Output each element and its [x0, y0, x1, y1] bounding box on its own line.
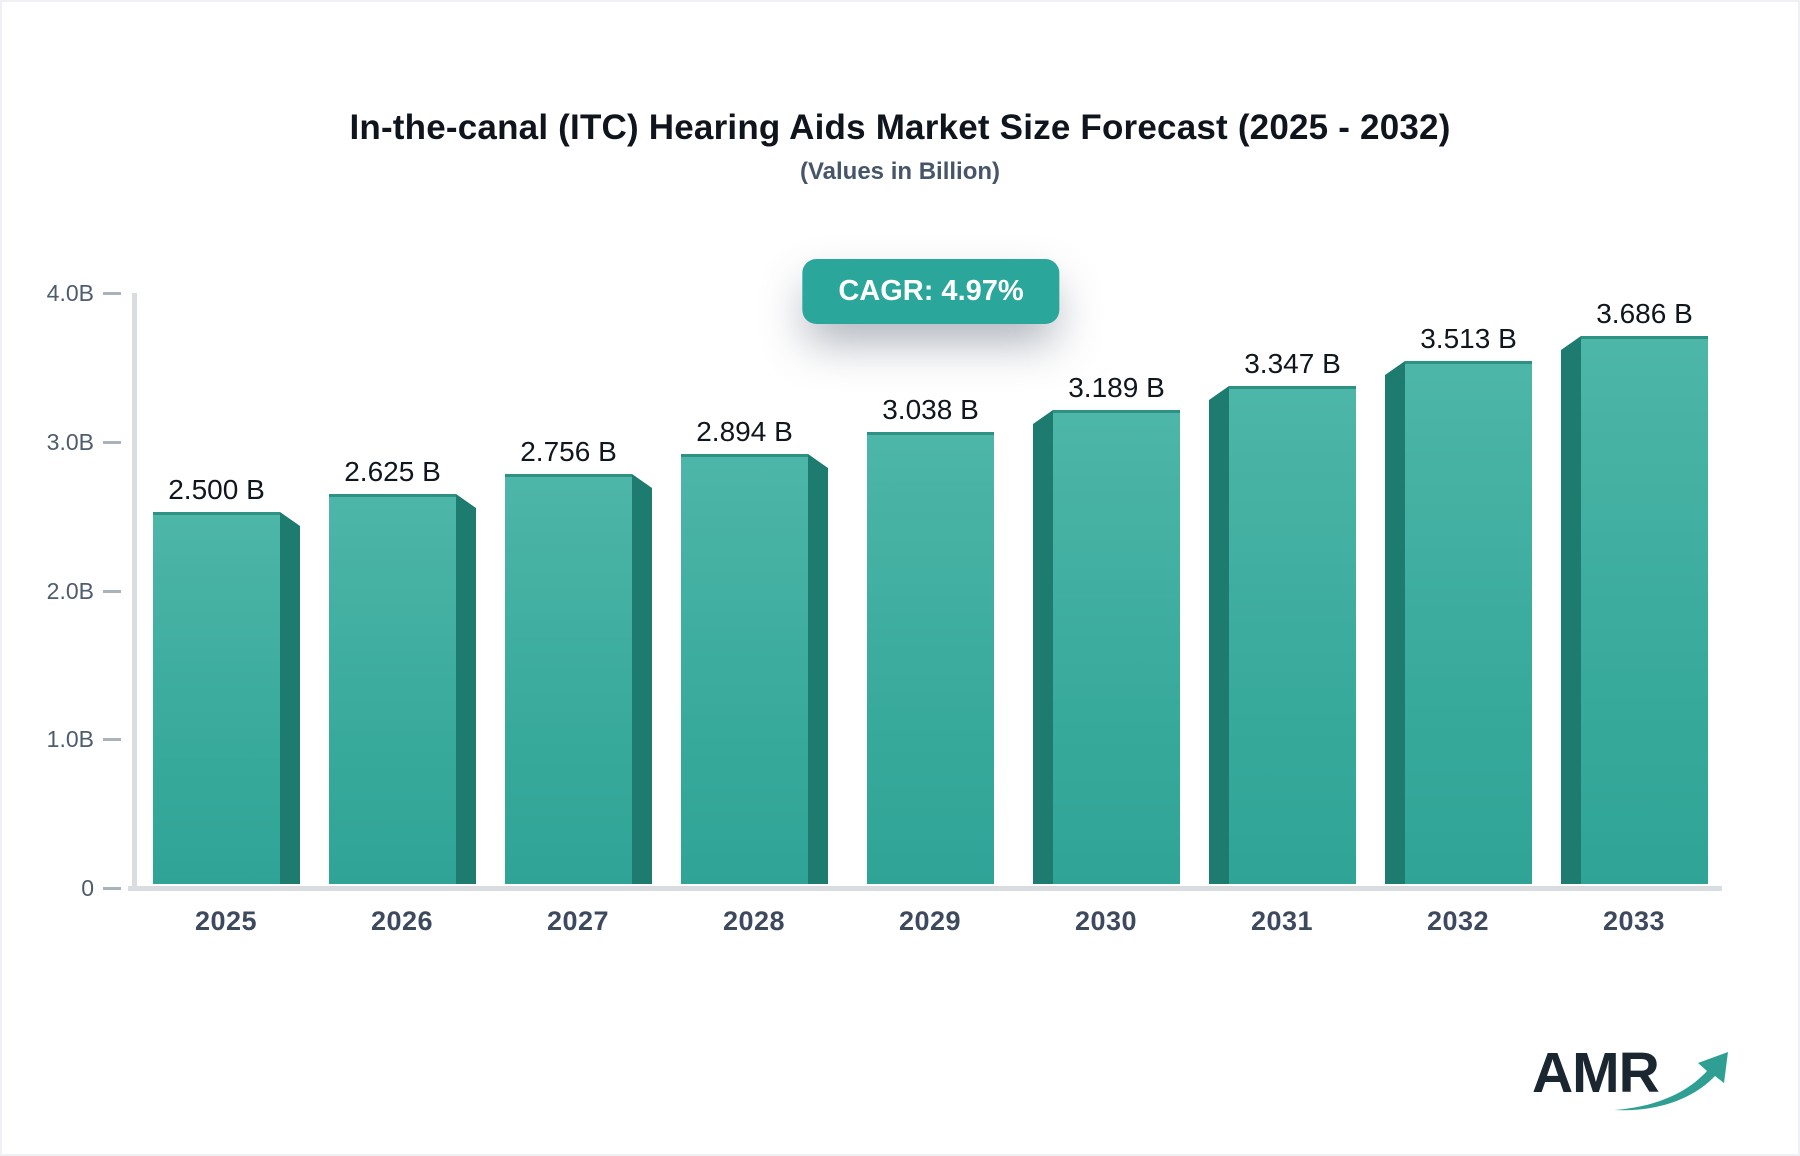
bar-value-label: 3.038 B: [882, 394, 979, 425]
chart-subtitle: (Values in Billion): [799, 158, 1001, 185]
bar-value-label: 2.500 B: [168, 474, 265, 505]
bar-value-label: 2.625 B: [344, 456, 441, 487]
bar-side-3d: [1209, 386, 1229, 884]
bar-side-3d: [632, 474, 652, 884]
bar-2028: 2.894 B: [681, 416, 828, 884]
bar-face: [505, 474, 632, 884]
bar-2025: 2.500 B: [153, 474, 300, 884]
x-tick-label-2031: 2031: [1250, 906, 1314, 936]
bar-side-3d: [456, 494, 476, 884]
bar-side-3d: [280, 512, 300, 884]
x-tick-label-2029: 2029: [898, 906, 962, 936]
x-tick-label-2032: 2032: [1426, 906, 1490, 936]
x-tick-label-2033: 2033: [1602, 906, 1666, 936]
x-tick-label-2028: 2028: [722, 906, 786, 936]
amr-logo: AMR: [1532, 1040, 1728, 1115]
y-tick-label: 1.0B: [46, 726, 94, 753]
bar-value-label: 3.347 B: [1244, 348, 1341, 379]
bar-face: [153, 512, 280, 884]
x-tick-label-2027: 2027: [546, 906, 610, 936]
bar-value-label: 2.894 B: [696, 416, 793, 447]
bar-face: [1053, 410, 1180, 884]
bar-face: [1229, 386, 1356, 884]
bar-2033: 3.686 B: [1561, 298, 1708, 884]
amr-logo-text: AMR: [1532, 1041, 1660, 1105]
bar-side-3d: [808, 454, 828, 884]
bar-side-3d: [1561, 336, 1581, 884]
growth-arrow-icon: [1614, 1052, 1728, 1111]
cagr-badge: CAGR: 4.97%: [802, 259, 1060, 324]
chart-title: In-the-canal (ITC) Hearing Aids Market S…: [349, 108, 1451, 147]
bar-2030: 3.189 B: [1033, 372, 1180, 884]
x-tick-label-2025: 2025: [194, 906, 258, 936]
bar-value-label: 3.189 B: [1068, 372, 1165, 403]
bar-face: [1581, 336, 1708, 884]
bar-2031: 3.347 B: [1209, 348, 1356, 884]
x-tick-label-2030: 2030: [1074, 906, 1138, 936]
bar-2029: 3.038 B: [867, 394, 994, 884]
y-axis-line: [132, 293, 137, 888]
bar-face: [1405, 361, 1532, 884]
bar-2027: 2.756 B: [505, 436, 652, 884]
bar-face: [867, 432, 994, 884]
bar-side-3d: [1385, 361, 1405, 884]
y-tick-label: 2.0B: [46, 577, 94, 604]
bar-2032: 3.513 B: [1385, 323, 1532, 884]
y-tick-mark: [103, 887, 121, 890]
y-tick-mark: [103, 589, 121, 593]
bar-side-3d: [1033, 410, 1053, 884]
bar-face: [681, 454, 808, 884]
y-tick-mark: [103, 292, 121, 295]
bar-face: [329, 494, 456, 884]
bar-value-label: 2.756 B: [520, 436, 617, 467]
bar-value-label: 3.513 B: [1420, 323, 1517, 354]
y-tick-label: 0: [81, 875, 94, 901]
bar-value-label: 3.686 B: [1596, 298, 1693, 329]
x-tick-label-2026: 2026: [370, 906, 434, 936]
bar-2026: 2.625 B: [329, 456, 476, 884]
y-tick-label: 4.0B: [46, 280, 94, 306]
y-tick-mark: [103, 440, 121, 444]
y-tick-label: 3.0B: [46, 428, 94, 455]
x-axis-baseline: [128, 886, 1722, 891]
y-tick-mark: [103, 738, 121, 742]
